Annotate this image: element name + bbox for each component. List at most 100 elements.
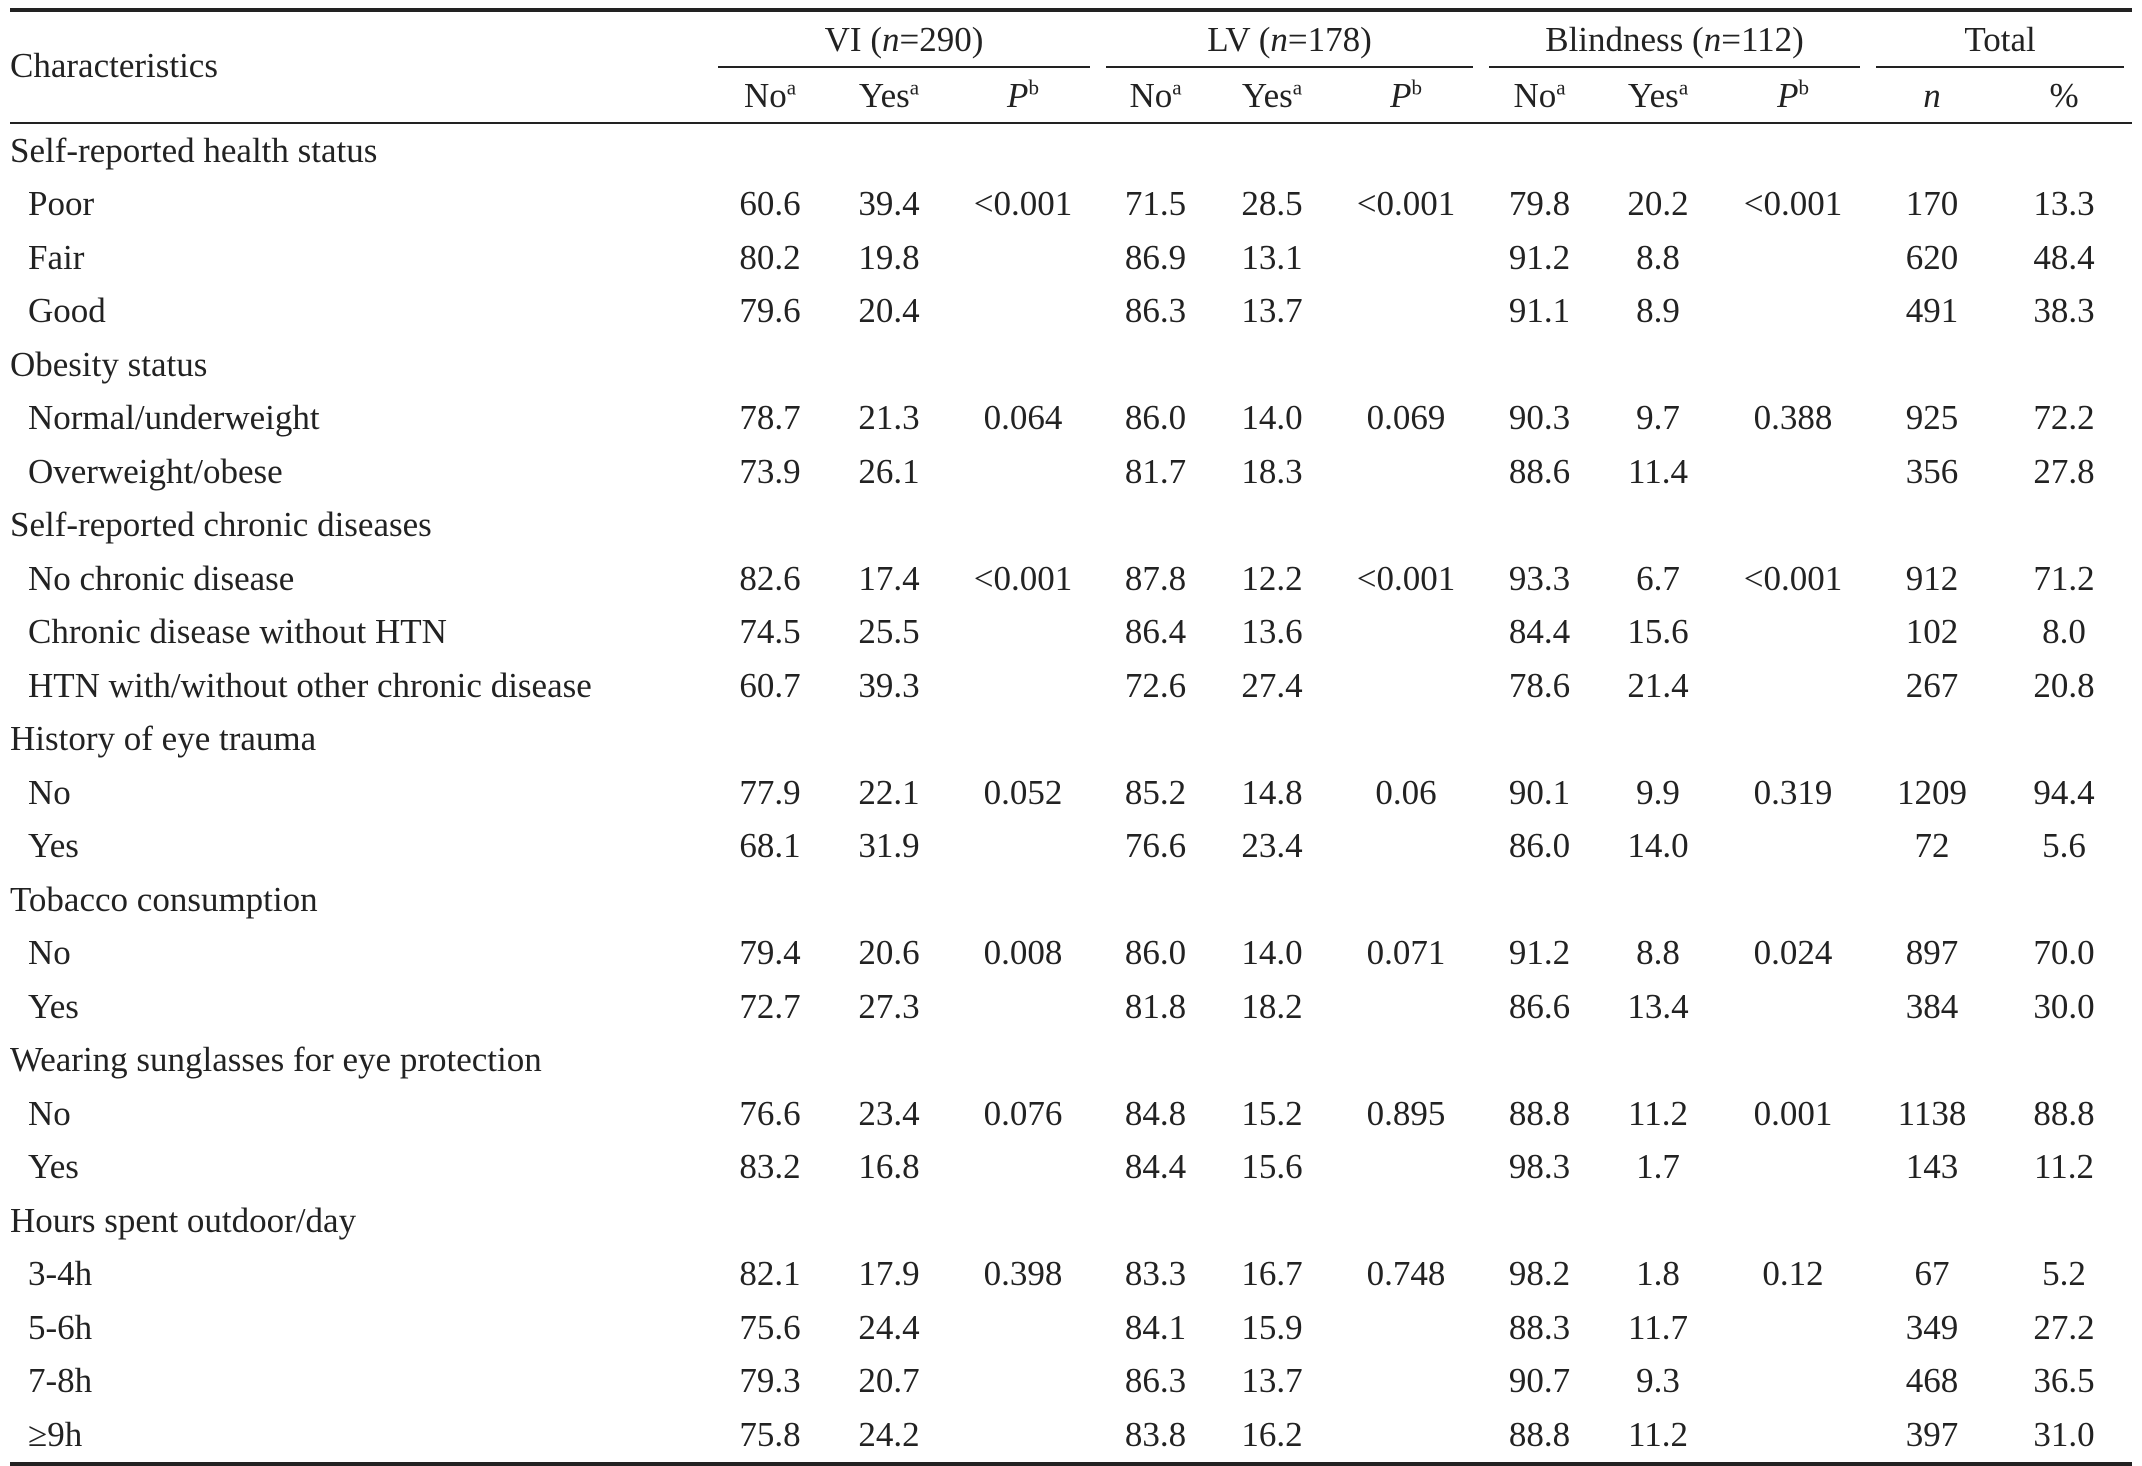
vi-cell-yes: 20.4 — [858, 291, 920, 331]
total-percent-cell: 94.4 — [2033, 772, 2095, 812]
lv-cell-no: 76.6 — [1124, 826, 1187, 866]
group-header-vi: VI (n=290) — [710, 10, 1098, 70]
no-label: No — [1513, 76, 1557, 115]
total-percent-cell: 5.6 — [2042, 826, 2086, 866]
subheader-p: Pb — [1718, 70, 1868, 123]
table-row: Yes 68.1 31.9 76.6 23.4 86.0 14.0 72 5.6 — [10, 820, 2132, 874]
section-title: Self-reported chronic diseases — [10, 505, 432, 545]
total-percent-cell: 88.8 — [2033, 1093, 2095, 1133]
section-row: Tobacco consumption — [10, 873, 2132, 927]
bl-cell-yes: 8.8 — [1636, 237, 1680, 277]
lv-cell-yes: 23.4 — [1241, 826, 1303, 866]
vi-cell-yes: 16.8 — [858, 1147, 920, 1187]
vi-cell-no: 75.6 — [739, 1307, 801, 1347]
bl-cell-yes: 13.4 — [1627, 986, 1689, 1026]
footnote-b: b — [1798, 75, 1809, 100]
footnote-b: b — [1411, 75, 1422, 100]
total-percent-cell: 31.0 — [1996, 1408, 2133, 1466]
lv-cell-no: 83.3 — [1124, 1254, 1187, 1294]
section-title: Obesity status — [10, 344, 208, 384]
bl-cell-p: 0.12 — [1762, 1254, 1824, 1294]
vi-cell-yes: 26.1 — [858, 451, 920, 491]
lv-cell-no: 84.8 — [1124, 1093, 1187, 1133]
lv-cell-no: 71.5 — [1124, 184, 1187, 224]
section-row: Obesity status — [10, 338, 2132, 392]
vi-cell-p: 0.052 — [983, 772, 1063, 812]
n-label: n — [1270, 20, 1288, 59]
vi-cell-no: 72.7 — [739, 986, 801, 1026]
bl-cell-p: 0.319 — [1753, 772, 1833, 812]
vi-cell-yes: 17.9 — [858, 1254, 920, 1294]
bl-cell-p — [1718, 285, 1868, 339]
bl-cell-no: 91.1 — [1508, 291, 1571, 331]
vi-cell-no: 79.3 — [739, 1361, 801, 1401]
lv-cell-no: 86.0 — [1124, 398, 1187, 438]
data-table: Characteristics VI (n=290) LV (n=178) Bl… — [10, 8, 2133, 1466]
lv-cell-p — [1331, 231, 1481, 285]
vi-cell-p: <0.001 — [973, 558, 1073, 598]
group-name: LV — [1207, 20, 1250, 59]
vi-cell-p — [948, 980, 1098, 1034]
row-label: Normal/underweight — [28, 398, 320, 438]
characteristics-label: Characteristics — [10, 46, 218, 85]
bl-cell-yes: 8.8 — [1636, 933, 1680, 973]
vi-cell-p — [948, 1355, 1098, 1409]
lv-cell-no: 72.6 — [1124, 665, 1187, 705]
total-n-cell: 620 — [1905, 237, 1959, 277]
total-percent-cell: 27.8 — [2033, 451, 2095, 491]
section-row: Hours spent outdoor/day — [10, 1194, 2132, 1248]
lv-cell-p: <0.001 — [1356, 184, 1456, 224]
vi-cell-yes: 20.7 — [858, 1361, 920, 1401]
group-name: VI — [824, 20, 862, 59]
table-row: No 77.9 22.1 0.052 85.2 14.8 0.06 90.1 9.9 0.319 1… — [10, 766, 2132, 820]
vi-cell-yes: 24.4 — [858, 1307, 920, 1347]
bl-cell-p — [1718, 606, 1868, 660]
total-n-cell: 912 — [1905, 558, 1959, 598]
lv-cell-p — [1331, 1301, 1481, 1355]
bl-cell-p — [1718, 1301, 1868, 1355]
vi-cell-no: 73.9 — [739, 451, 801, 491]
n-value: =290 — [899, 20, 972, 59]
vi-cell-p: 0.064 — [983, 398, 1063, 438]
lv-cell-no: 83.8 — [1098, 1408, 1213, 1466]
total-n-cell: 1209 — [1897, 772, 1968, 812]
table-row: Normal/underweight 78.7 21.3 0.064 86.0 14.0 0… — [10, 392, 2132, 446]
section-row: Self-reported health status — [10, 123, 2132, 178]
lv-cell-p: 0.748 — [1366, 1254, 1446, 1294]
lv-cell-yes: 12.2 — [1241, 558, 1303, 598]
table-row: Chronic disease without HTN 74.5 25.5 86.4 1… — [10, 606, 2132, 660]
footnote-a: a — [909, 75, 920, 100]
lv-cell-p — [1331, 980, 1481, 1034]
bl-cell-yes: 6.7 — [1636, 558, 1680, 598]
vi-cell-p — [948, 1141, 1098, 1195]
bl-cell-no: 84.4 — [1508, 612, 1571, 652]
bl-cell-yes: 11.4 — [1628, 451, 1688, 491]
bl-cell-p: 0.024 — [1753, 933, 1833, 973]
subheader-no: Noa — [1481, 70, 1598, 123]
lv-cell-no: 86.4 — [1124, 612, 1187, 652]
vi-cell-yes: 19.8 — [858, 237, 920, 277]
vi-cell-yes: 20.6 — [858, 933, 920, 973]
bl-cell-no: 86.0 — [1508, 826, 1571, 866]
lv-cell-yes: 14.0 — [1241, 933, 1303, 973]
total-percent-cell: 20.8 — [2033, 665, 2095, 705]
total-percent-cell: 5.2 — [2042, 1254, 2086, 1294]
table-row: Yes 83.2 16.8 84.4 15.6 98.3 1.7 143 11.2 — [10, 1141, 2132, 1195]
bl-cell-p — [1718, 1141, 1868, 1195]
total-percent-cell: 72.2 — [2033, 398, 2095, 438]
row-label: No chronic disease — [28, 558, 295, 598]
bl-cell-p — [1718, 445, 1868, 499]
vi-cell-no: 76.6 — [739, 1093, 801, 1133]
total-n-cell: 267 — [1905, 665, 1959, 705]
subheader-no: Noa — [1098, 70, 1213, 123]
vi-cell-no: 60.7 — [739, 665, 801, 705]
total-percent-cell: 30.0 — [2033, 986, 2095, 1026]
bl-cell-p: 0.001 — [1753, 1093, 1833, 1133]
bl-cell-yes: 15.6 — [1627, 612, 1689, 652]
vi-cell-no: 79.4 — [739, 933, 801, 973]
lv-cell-yes: 14.0 — [1241, 398, 1303, 438]
bl-cell-p — [1718, 231, 1868, 285]
lv-cell-no: 81.7 — [1124, 451, 1187, 491]
section-row: Wearing sunglasses for eye protection — [10, 1034, 2132, 1088]
bl-cell-p — [1718, 820, 1868, 874]
